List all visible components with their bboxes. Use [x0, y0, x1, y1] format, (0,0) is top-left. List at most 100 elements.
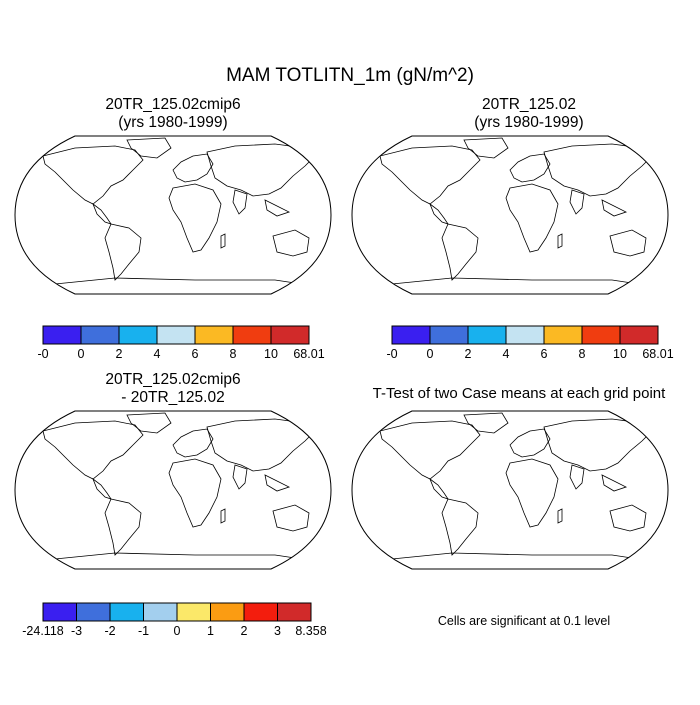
- map-background: [352, 136, 668, 294]
- colorbar-tick-label: 8: [579, 347, 586, 361]
- value-cell: [378, 146, 383, 150]
- significant-cell: [373, 417, 376, 421]
- significant-cell: [650, 439, 654, 442]
- value-cell: [37, 420, 42, 424]
- colorbar-box: [505, 325, 545, 345]
- value-cell: [292, 419, 296, 423]
- value-cell: [314, 421, 318, 425]
- map-border: [351, 135, 669, 295]
- figure-title: MAM TOTLITN_1m (gN/m^2): [226, 65, 474, 86]
- colorbar-box: [76, 602, 111, 622]
- colorbar-box: [277, 602, 312, 622]
- colorbar-box: [467, 325, 507, 345]
- panel-title-top-left-line2: (yrs 1980-1999): [118, 114, 227, 131]
- value-cell: [651, 146, 655, 150]
- panel-title-bottom-left-line1: 20TR_125.02cmip6: [105, 371, 240, 388]
- colorbar-top-left: -0 0 2 4 6 8 10 68.01: [37, 325, 325, 361]
- colorbar-box: [176, 602, 211, 622]
- colorbar-box: [42, 602, 77, 622]
- significant-cell: [376, 424, 380, 428]
- map-panel-top-left: [14, 135, 332, 296]
- colorbar-tick-label: 68.01: [642, 347, 673, 361]
- colorbar-box: [270, 325, 310, 345]
- value-cell: [643, 155, 647, 159]
- colorbar-box: [143, 602, 178, 622]
- colorbar-box: [619, 325, 659, 345]
- colorbar-box: [243, 602, 278, 622]
- colorbar-tick-label: -0: [386, 347, 397, 361]
- colorbar-box: [543, 325, 583, 345]
- significant-cell: [385, 421, 389, 425]
- value-cell: [40, 148, 44, 152]
- value-cell: [310, 151, 314, 155]
- colorbar-tick-label: 6: [541, 347, 548, 361]
- map-border: [351, 410, 669, 570]
- panel-title-top-left-line1: 20TR_125.02cmip6: [105, 96, 240, 113]
- colorbar-tick-label: 4: [503, 347, 510, 361]
- colorbar-box: [581, 325, 621, 345]
- value-cell: [37, 415, 41, 419]
- significant-cell: [625, 416, 628, 420]
- map-border: [14, 135, 332, 295]
- value-cell: [307, 147, 312, 151]
- value-cell: [310, 417, 314, 421]
- value-cell: [311, 426, 315, 430]
- value-cell: [314, 421, 318, 426]
- value-cell: [36, 150, 40, 154]
- significant-cell: [375, 421, 378, 425]
- value-cell: [311, 161, 315, 165]
- value-cell: [310, 422, 314, 426]
- colorbar-box: [232, 325, 272, 345]
- colorbar-tick-label: -3: [71, 624, 82, 638]
- colorbar-tick-label: -24.118: [22, 624, 64, 638]
- map-border: [14, 410, 332, 570]
- value-cell: [650, 141, 654, 145]
- value-cell: [300, 420, 303, 424]
- panel-title-top-right-line1: 20TR_125.02: [482, 96, 576, 113]
- colorbar-tick-label: 2: [241, 624, 248, 638]
- map-panel-bottom-left: [14, 410, 332, 571]
- value-cell: [42, 149, 46, 153]
- colorbar-tick-label: 3: [274, 624, 281, 638]
- value-cell: [372, 153, 376, 157]
- colorbar-tick-label: -1: [138, 624, 149, 638]
- colorbar-tick-label: 0: [78, 347, 85, 361]
- colorbar-box: [156, 325, 196, 345]
- colorbar-box: [429, 325, 469, 345]
- panel-title-top-right-line2: (yrs 1980-1999): [474, 114, 583, 131]
- panel-title-bottom-right: T-Test of two Case means at each grid po…: [373, 385, 666, 402]
- value-cell: [293, 417, 297, 421]
- map-background: [15, 136, 331, 294]
- colorbar-tick-label: 1: [207, 624, 214, 638]
- significant-cell: [382, 418, 385, 422]
- panel-title-bottom-left-line2: - 20TR_125.02: [121, 389, 224, 406]
- map-panel-bottom-right: [351, 410, 669, 570]
- value-cell: [651, 149, 655, 153]
- colorbar-tick-label: 2: [116, 347, 123, 361]
- colorbar-tick-label: -0: [37, 347, 48, 361]
- colorbar-tick-label: 0: [174, 624, 181, 638]
- colorbar-tick-label: 6: [192, 347, 199, 361]
- significant-cell: [640, 418, 643, 421]
- map-background: [352, 411, 668, 569]
- value-cell: [35, 149, 39, 153]
- value-cell: [42, 417, 46, 421]
- colorbar-tick-label: 10: [613, 347, 627, 361]
- value-cell: [389, 141, 393, 145]
- colorbar-tick-label: 0: [427, 347, 434, 361]
- value-cell: [292, 144, 296, 148]
- colorbar-tick-label: 4: [154, 347, 161, 361]
- value-cell: [648, 153, 652, 157]
- value-cell: [631, 142, 635, 146]
- value-cell: [301, 422, 305, 426]
- value-cell: [648, 140, 652, 144]
- colorbar-box: [210, 602, 245, 622]
- significant-cell: [389, 417, 393, 421]
- map-background: [15, 411, 331, 569]
- colorbar-tick-label: 8: [230, 347, 237, 361]
- value-cell: [309, 426, 313, 430]
- colorbar-top-right: -0 0 2 4 6 8 10 68.01: [386, 325, 674, 361]
- value-cell: [295, 141, 300, 145]
- value-cell: [46, 418, 49, 422]
